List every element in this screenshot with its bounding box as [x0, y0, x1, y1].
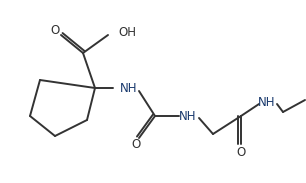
Text: O: O — [50, 25, 60, 38]
Text: NH: NH — [179, 109, 197, 122]
Text: O: O — [236, 145, 246, 158]
Text: NH: NH — [258, 96, 276, 109]
Text: O: O — [131, 139, 141, 152]
Text: OH: OH — [118, 27, 136, 40]
Text: NH: NH — [120, 81, 138, 94]
